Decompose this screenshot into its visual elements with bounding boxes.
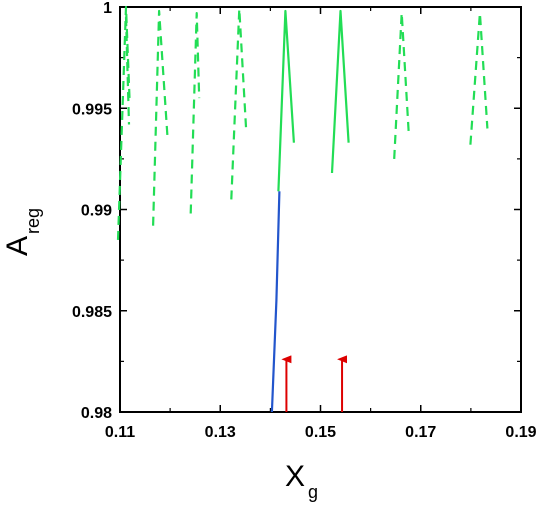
x-tick-label: 0.19 [505,424,536,441]
y-tick-label: 1 [103,0,112,17]
blue-series-line [270,191,281,413]
y-tick-label: 0.99 [81,203,112,220]
tick-labels: 0.11 0.13 0.15 0.17 0.19 0.98 0.985 0.99 0.995 1 [72,0,537,441]
green-series-line-6 [277,9,295,192]
annotation-group [281,355,348,412]
green-series-line-8 [393,12,410,159]
green-series-line-9 [469,12,489,145]
y-tick-label: 0.995 [72,101,112,118]
green-series-line-5 [230,7,248,200]
x-tick-label: 0.17 [405,424,436,441]
y-tick-label: 0.98 [81,405,112,422]
tick-marks [119,6,522,413]
svg-text:A: A [1,236,34,256]
series-group [116,5,489,413]
x-tick-label: 0.15 [305,424,336,441]
x-tick-label: 0.11 [105,424,135,441]
green-series-line-7 [330,9,350,174]
y-tick-label: 0.985 [72,304,112,321]
x-tick-label: 0.13 [205,424,236,441]
x-axis-label-subscript: g [308,482,318,502]
y-axis-label: A reg [1,208,43,256]
plot-frame [119,6,522,413]
green-series-line-2 [124,17,131,125]
svg-text:reg: reg [23,208,43,234]
green-series-line-4 [189,12,201,214]
green-series-line-3 [152,9,169,226]
x-axis-label: X [285,460,305,493]
